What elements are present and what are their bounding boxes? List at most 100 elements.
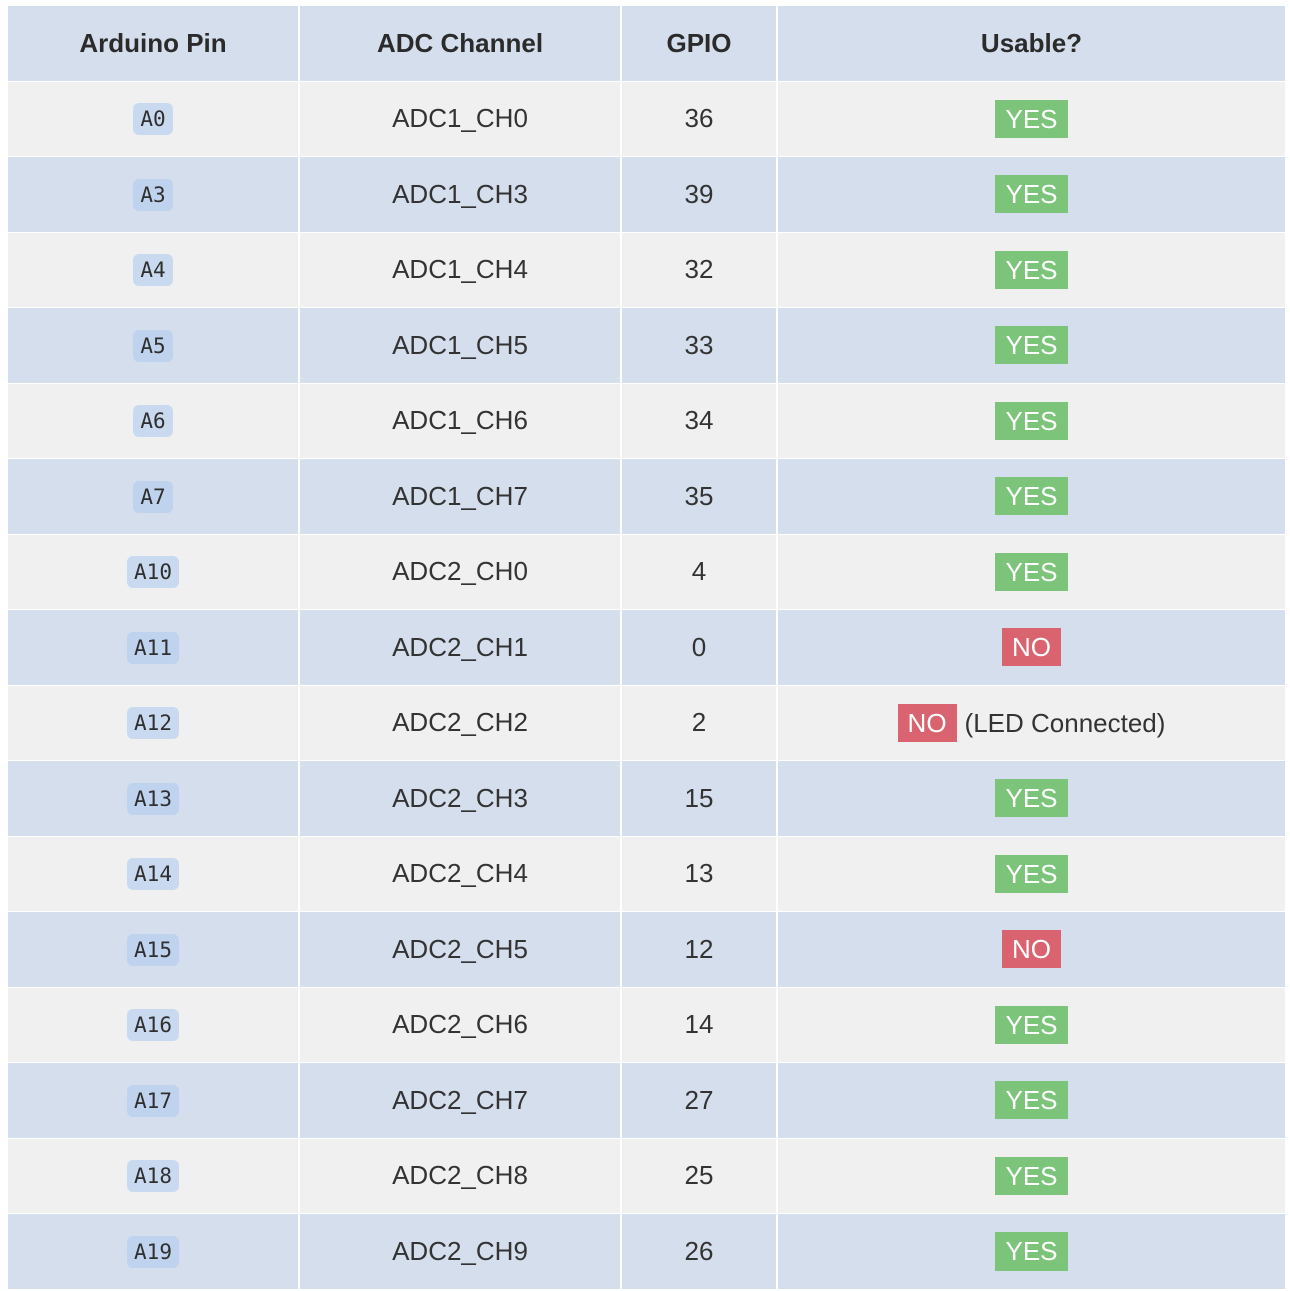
- table-row: A10 ADC2_CH0 4 YES: [8, 534, 1285, 610]
- cell-usable: YES: [777, 308, 1285, 384]
- cell-adc-channel: ADC2_CH0: [299, 534, 622, 610]
- header-usable: Usable?: [980, 27, 1083, 58]
- arduino-pin-code: A16: [127, 1009, 179, 1042]
- cell-usable: YES: [777, 761, 1285, 837]
- cell-arduino-pin: A7: [8, 458, 300, 534]
- table-row: A14 ADC2_CH4 13 YES: [8, 836, 1285, 912]
- arduino-pin-code: A0: [133, 103, 173, 136]
- cell-gpio: 39: [621, 156, 778, 232]
- cell-adc-channel: ADC1_CH6: [299, 383, 622, 459]
- usable-yes-badge: YES: [995, 99, 1068, 138]
- cell-gpio: 27: [621, 1062, 778, 1138]
- cell-adc-channel: ADC1_CH4: [299, 232, 622, 308]
- usable-note: (LED Connected): [964, 707, 1166, 738]
- usable-no-badge: NO: [897, 703, 957, 742]
- arduino-pin-code: A19: [127, 1235, 179, 1269]
- cell-usable: NO: [777, 610, 1285, 686]
- table-row: A15 ADC2_CH5 12 NO: [8, 911, 1285, 988]
- arduino-pin-code: A18: [127, 1160, 179, 1193]
- cell-usable: YES: [777, 1063, 1285, 1139]
- cell-usable: YES: [777, 1214, 1285, 1290]
- table-row: A0 ADC1_CH0 36 YES: [8, 81, 1285, 157]
- table-row: A18 ADC2_CH8 25 YES: [8, 1138, 1285, 1214]
- cell-gpio: 25: [621, 1138, 778, 1214]
- cell-arduino-pin: A17: [8, 1062, 300, 1138]
- cell-adc-channel: ADC2_CH8: [299, 1138, 622, 1214]
- cell-adc-channel: ADC2_CH4: [299, 836, 622, 912]
- table-row: A12 ADC2_CH2 2 NO (LED Connected): [8, 685, 1285, 761]
- cell-arduino-pin: A6: [8, 383, 300, 459]
- usable-yes-badge: YES: [995, 477, 1068, 516]
- cell-gpio: 26: [621, 1213, 778, 1289]
- cell-arduino-pin: A14: [8, 836, 300, 912]
- adc-pin-table: Arduino Pin ADC Channel GPIO Usable? A0 A…: [8, 6, 1285, 1289]
- cell-adc-channel: ADC2_CH9: [299, 1213, 622, 1289]
- cell-gpio: 36: [621, 81, 778, 157]
- header-adc-channel: ADC Channel: [299, 6, 622, 81]
- cell-arduino-pin: A19: [8, 1213, 300, 1289]
- arduino-pin-code: A14: [127, 858, 179, 891]
- cell-arduino-pin: A16: [8, 987, 300, 1063]
- usable-yes-badge: YES: [995, 175, 1068, 214]
- cell-usable: YES: [777, 232, 1285, 308]
- cell-gpio: 13: [621, 836, 778, 912]
- usable-no-badge: NO: [1002, 628, 1061, 667]
- usable-yes-badge: YES: [995, 326, 1068, 365]
- cell-usable: YES: [777, 987, 1285, 1063]
- cell-arduino-pin: A5: [8, 307, 300, 383]
- cell-arduino-pin: A12: [8, 685, 300, 761]
- cell-arduino-pin: A0: [8, 81, 300, 157]
- arduino-pin-code: A13: [127, 782, 179, 815]
- table-row: A7 ADC1_CH7 35 YES: [8, 458, 1285, 535]
- cell-arduino-pin: A15: [8, 911, 300, 987]
- cell-adc-channel: ADC2_CH6: [299, 987, 622, 1063]
- cell-gpio: 35: [621, 458, 778, 534]
- cell-arduino-pin: A10: [8, 534, 300, 610]
- cell-adc-channel: ADC2_CH2: [299, 685, 622, 761]
- cell-adc-channel: ADC2_CH7: [299, 1062, 622, 1138]
- cell-gpio: 15: [621, 760, 778, 836]
- table-row: A4 ADC1_CH4 32 YES: [8, 232, 1285, 308]
- arduino-pin-code: A17: [127, 1084, 179, 1117]
- usable-yes-badge: YES: [995, 1005, 1068, 1044]
- cell-arduino-pin: A11: [8, 609, 300, 685]
- cell-gpio: 14: [621, 987, 778, 1063]
- table-row: A13 ADC2_CH3 15 YES: [8, 760, 1285, 837]
- table-row: A6 ADC1_CH6 34 YES: [8, 383, 1285, 459]
- usable-yes-badge: YES: [995, 552, 1068, 591]
- table-header: Arduino Pin ADC Channel GPIO Usable?: [8, 6, 1285, 81]
- adc-pin-table-container: Arduino Pin ADC Channel GPIO Usable? A0 A…: [8, 6, 1285, 1289]
- cell-usable: NO (LED Connected): [777, 685, 1285, 761]
- arduino-pin-code: A11: [127, 631, 179, 664]
- arduino-pin-code: A7: [133, 480, 173, 513]
- usable-yes-badge: YES: [995, 1232, 1068, 1271]
- cell-adc-channel: ADC1_CH7: [299, 458, 622, 534]
- header-gpio: GPIO: [621, 6, 778, 81]
- cell-usable: YES: [777, 383, 1285, 459]
- usable-yes-badge: YES: [995, 250, 1068, 289]
- arduino-pin-code: A4: [133, 254, 173, 287]
- usable-yes-badge: YES: [995, 1156, 1068, 1195]
- arduino-pin-code: A15: [127, 933, 179, 966]
- cell-adc-channel: ADC2_CH5: [299, 911, 622, 987]
- table-row: A16 ADC2_CH6 14 YES: [8, 987, 1285, 1063]
- arduino-pin-code: A12: [127, 707, 179, 740]
- cell-adc-channel: ADC2_CH3: [299, 760, 622, 836]
- cell-arduino-pin: A3: [8, 156, 300, 232]
- table-row: A3 ADC1_CH3 39 YES: [8, 156, 1285, 232]
- table-row: A5 ADC1_CH5 33 YES: [8, 307, 1285, 384]
- cell-adc-channel: ADC1_CH0: [299, 81, 622, 157]
- cell-gpio: 12: [621, 911, 778, 987]
- cell-usable: NO: [777, 912, 1285, 988]
- arduino-pin-code: A6: [133, 405, 173, 438]
- usable-yes-badge: YES: [995, 401, 1068, 440]
- cell-adc-channel: ADC1_CH5: [299, 307, 622, 383]
- cell-usable: YES: [777, 1138, 1285, 1214]
- usable-yes-badge: YES: [995, 779, 1068, 818]
- cell-usable: YES: [777, 459, 1285, 535]
- table-row: A17 ADC2_CH7 27 YES: [8, 1062, 1285, 1139]
- usable-yes-badge: YES: [995, 854, 1068, 893]
- table-body: A0 ADC1_CH0 36 YES A3 ADC1_CH3 39 YES A4 ADC1_CH4…: [8, 81, 1285, 1289]
- cell-arduino-pin: A18: [8, 1138, 300, 1214]
- cell-gpio: 4: [621, 534, 778, 610]
